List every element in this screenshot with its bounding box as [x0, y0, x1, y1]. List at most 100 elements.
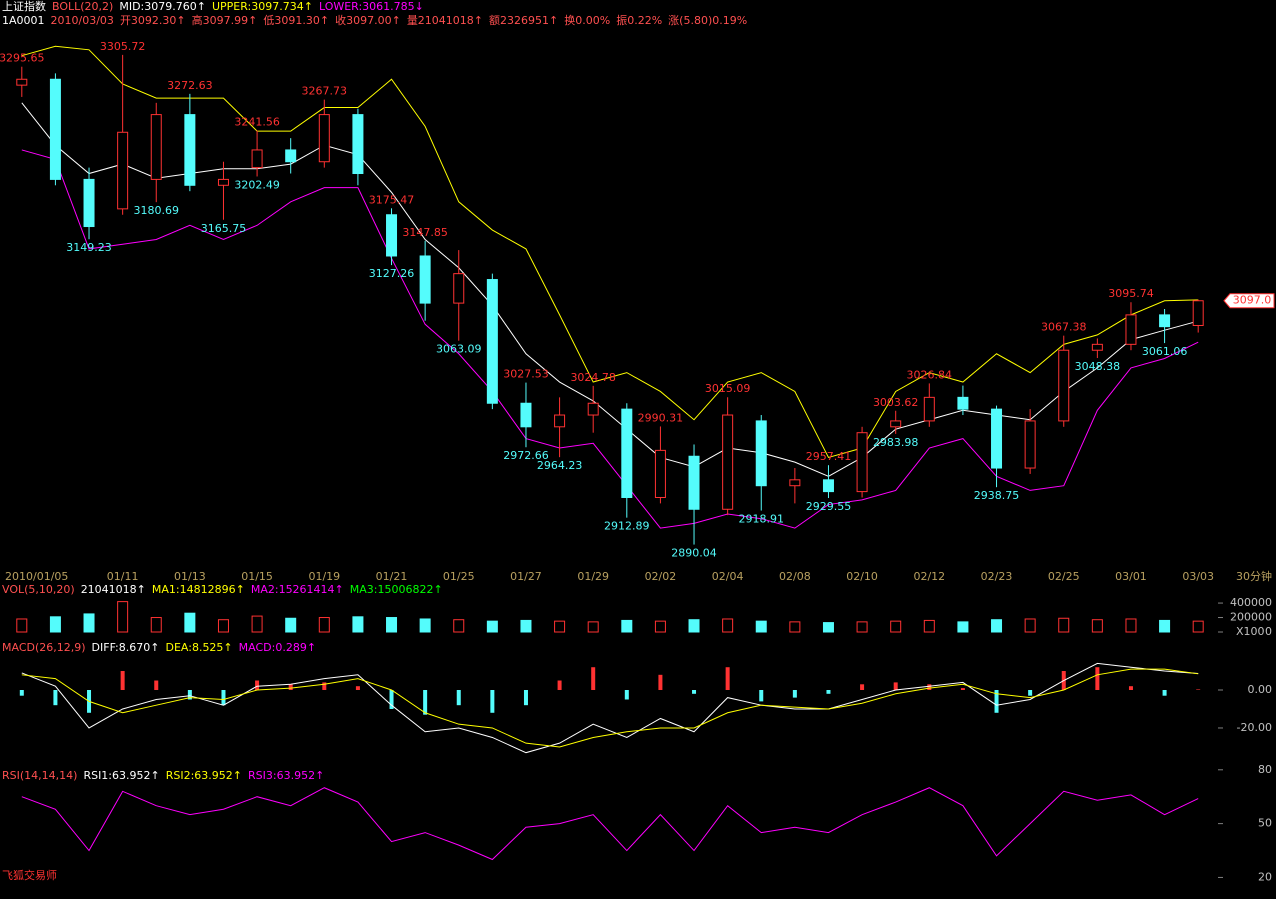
volume-bar — [722, 618, 734, 633]
x-tick-label: 02/04 — [712, 570, 744, 583]
candle-body — [1192, 300, 1204, 326]
volume-bar — [654, 620, 666, 633]
y-tick-label: 20 — [1258, 870, 1272, 883]
macd-bar — [927, 684, 932, 690]
low-label: 2929.55 — [806, 500, 852, 513]
series-line — [21, 668, 1199, 748]
series-line — [21, 662, 1199, 754]
legend-text: DEA:8.525↑ — [165, 641, 232, 654]
candle-body — [957, 396, 969, 410]
period-label: 30分钟 — [1236, 569, 1272, 583]
low-label: 2964.23 — [537, 459, 583, 472]
volume-bar — [957, 621, 969, 633]
legend-text: MID:3079.760↑ — [119, 0, 206, 13]
candle-body — [1125, 314, 1137, 345]
high-label: 3015.09 — [705, 382, 751, 395]
last-price-tag — [1223, 293, 1275, 309]
macd-bar — [187, 690, 192, 700]
volume-bar — [923, 619, 935, 633]
low-label: 2890.04 — [671, 547, 717, 560]
volume-bar — [1125, 618, 1137, 633]
x-tick-label: 01/27 — [510, 570, 542, 583]
candle-body — [352, 114, 364, 175]
candle-body — [285, 149, 297, 163]
legend-text: UPPER:3097.734↑ — [212, 0, 313, 13]
macd-bar — [624, 690, 629, 700]
volume-bar — [991, 619, 1003, 633]
volume-bar — [822, 622, 834, 633]
high-label: 3267.73 — [302, 85, 348, 98]
macd-bar — [288, 684, 293, 690]
legend-text: 21041018↑ — [81, 583, 146, 596]
macd-bar — [792, 690, 797, 698]
candle-body — [217, 178, 229, 186]
x-tick-label: 02/23 — [981, 570, 1013, 583]
candle-body — [318, 114, 330, 163]
macd-bar — [557, 680, 562, 690]
high-label: 3175.47 — [369, 193, 415, 206]
macd-bar — [725, 667, 730, 690]
macd-bar — [994, 690, 999, 713]
candle-body — [520, 402, 532, 428]
legend-text: RSI3:63.952↑ — [248, 769, 324, 782]
axis-unit: X100 — [1236, 625, 1265, 638]
legend-text: 上证指数 — [2, 0, 46, 13]
legend-text: RSI1:63.952↑ — [83, 769, 159, 782]
legend-text: 2010/03/03 — [51, 14, 114, 27]
volume-bar — [520, 619, 532, 633]
volume-bar — [1058, 617, 1070, 633]
legend-text: 低3091.30↑ — [263, 14, 329, 27]
candle-body — [755, 420, 767, 487]
macd-bar — [120, 671, 125, 690]
macd-bar — [221, 690, 226, 706]
candle-body — [991, 408, 1003, 469]
y-tick-label: 80 — [1258, 763, 1272, 776]
volume-bar — [83, 613, 95, 633]
legend-text: LOWER:3061.785↓ — [319, 0, 424, 13]
candle-body — [419, 255, 431, 304]
legend-text: 涨(5.80)0.19% — [668, 14, 747, 27]
macd-bar — [1028, 690, 1033, 696]
volume-bar — [755, 620, 767, 633]
x-tick-label: 02/02 — [645, 570, 677, 583]
candle-body — [1091, 343, 1103, 351]
low-label: 3063.09 — [436, 343, 482, 356]
candle-body — [688, 455, 700, 510]
high-label: 3272.63 — [167, 79, 213, 92]
high-label: 3295.65 — [0, 52, 45, 65]
x-tick-label: 2010/01/05 — [5, 570, 68, 583]
candle-body — [16, 78, 28, 86]
x-tick-label: 01/13 — [174, 570, 206, 583]
macd-bar — [960, 688, 965, 690]
candle-body — [654, 449, 666, 498]
candle-body — [486, 279, 498, 404]
macd-bar — [1095, 667, 1100, 690]
x-tick-label: 03/01 — [1115, 570, 1147, 583]
high-label: 3026.84 — [907, 368, 953, 381]
macd-bar — [658, 674, 663, 690]
macd-bar — [860, 684, 865, 690]
volume-bar — [217, 619, 229, 633]
macd-bar — [490, 690, 495, 713]
legend-text: BOLL(20,2) — [52, 0, 113, 13]
candle-body — [789, 479, 801, 487]
x-tick-label: 02/25 — [1048, 570, 1080, 583]
low-label: 2918.91 — [739, 513, 785, 526]
candle-body — [150, 114, 162, 180]
volume-bar — [486, 620, 498, 633]
series-line — [21, 787, 1199, 861]
candle-body — [587, 402, 599, 416]
low-label: 3061.06 — [1142, 345, 1188, 358]
legend-text: VOL(5,10,20) — [2, 583, 75, 596]
macd-bar — [759, 690, 764, 702]
y-tick-label: 400000 — [1230, 596, 1272, 609]
candle-body — [386, 214, 398, 257]
legend-text: 收3097.00↑ — [335, 13, 401, 27]
volume-bar — [1192, 620, 1204, 633]
high-label: 3147.85 — [402, 226, 448, 239]
macd-bar — [523, 690, 528, 706]
legend-text: 换0.00% — [564, 13, 610, 27]
low-label: 2972.66 — [503, 449, 549, 462]
